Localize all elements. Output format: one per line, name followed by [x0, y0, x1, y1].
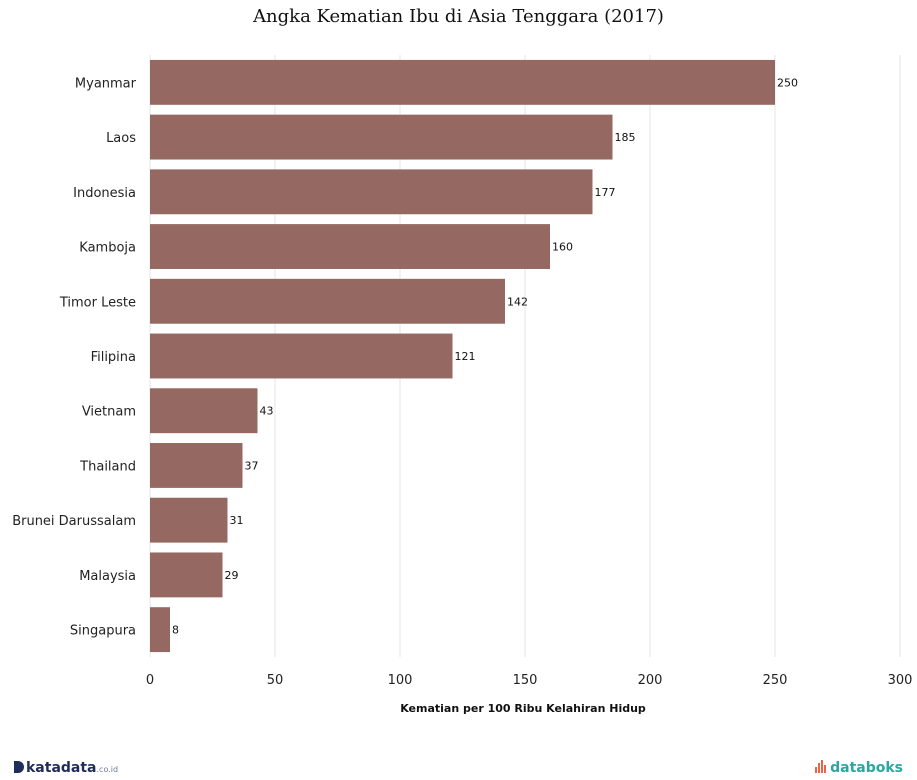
category-labels: Myanmar Laos Indonesia Kamboja Timor Leste Fi…	[12, 76, 136, 638]
bars: 250 185 177 160 142 121 43 37 31 29 8	[150, 59, 798, 653]
x-tick-label: 0	[146, 673, 154, 688]
bar	[150, 607, 170, 653]
katadata-logo-suffix: .co.id	[96, 765, 119, 774]
bar	[150, 497, 228, 543]
chart-title: Angka Kematian Ibu di Asia Tenggara (201…	[253, 6, 664, 27]
katadata-logo-text: katadata	[26, 760, 97, 776]
data-label: 29	[225, 569, 239, 582]
x-tick-label: 150	[513, 673, 538, 688]
bar	[150, 278, 505, 324]
databoks-bars-icon	[815, 760, 827, 777]
data-label: 250	[777, 76, 798, 89]
category-label: Vietnam	[82, 405, 136, 420]
bar	[150, 114, 613, 160]
data-label: 8	[172, 624, 179, 637]
data-label: 160	[552, 241, 573, 254]
katadata-d-icon	[14, 761, 24, 773]
x-tick-label: 300	[888, 673, 913, 688]
category-label: Malaysia	[79, 569, 136, 584]
katadata-logo: katadata.co.id	[14, 760, 118, 776]
x-tick-label: 250	[763, 673, 788, 688]
bar	[150, 224, 550, 269]
x-tick-label: 200	[638, 673, 663, 688]
databoks-logo: databoks	[815, 760, 903, 777]
bar	[150, 59, 775, 105]
bar-chart: 250 185 177 160 142 121 43 37 31 29 8 Myanmar Laos I…	[12, 55, 913, 715]
category-label: Kamboja	[79, 241, 136, 256]
bar	[150, 333, 453, 379]
x-axis-title: Kematian per 100 Ribu Kelahiran Hidup	[400, 702, 646, 715]
data-label: 37	[245, 459, 259, 472]
x-tick-label: 100	[388, 673, 413, 688]
x-tick-label: 50	[267, 673, 284, 688]
databoks-logo-text: databoks	[830, 760, 903, 776]
category-label: Timor Leste	[59, 295, 136, 310]
category-label: Singapura	[70, 624, 136, 639]
data-label: 31	[230, 514, 244, 527]
category-label: Thailand	[79, 459, 136, 474]
data-label: 185	[615, 131, 636, 144]
bar	[150, 388, 258, 434]
data-label: 43	[260, 405, 274, 418]
x-tick-labels: 0 50 100 150 200 250 300	[146, 673, 913, 688]
category-label: Myanmar	[75, 76, 137, 91]
category-label: Filipina	[91, 350, 136, 365]
data-label: 177	[595, 186, 616, 199]
category-label: Brunei Darussalam	[12, 514, 136, 529]
category-label: Laos	[106, 131, 136, 146]
data-label: 142	[507, 295, 528, 308]
bar	[150, 443, 243, 488]
bar	[150, 552, 223, 598]
bar	[150, 169, 593, 215]
category-label: Indonesia	[73, 186, 136, 201]
data-label: 121	[455, 350, 476, 363]
